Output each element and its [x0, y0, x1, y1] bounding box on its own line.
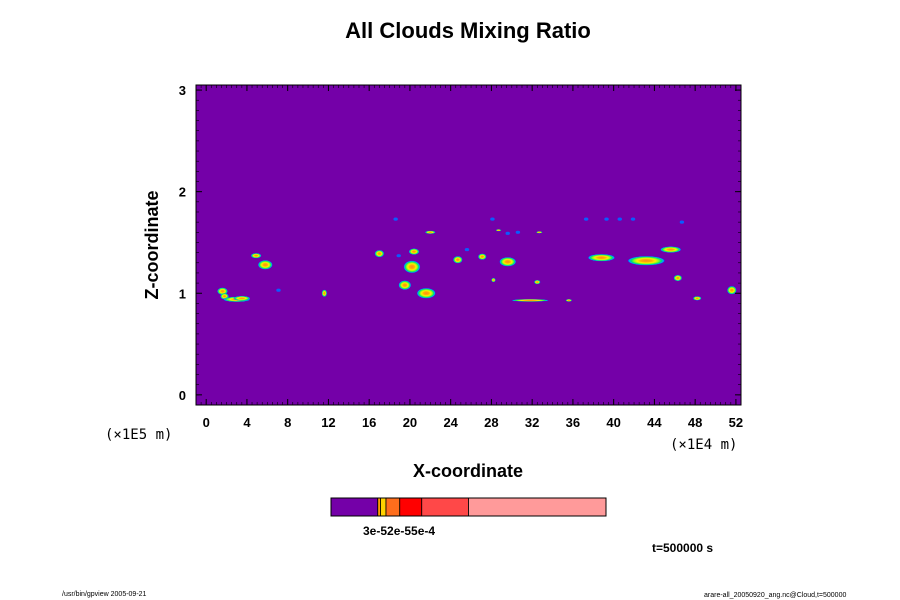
- cloud-patch: [693, 296, 702, 301]
- x-axis-label: X-coordinate: [413, 461, 523, 481]
- x-tick-label: 32: [525, 415, 539, 430]
- colorbar-segment: [377, 497, 381, 517]
- cloud-patch: [660, 246, 681, 253]
- cloud-patch: [258, 260, 273, 270]
- colorbar-segment: [385, 497, 401, 517]
- x-tick-label: 52: [729, 415, 743, 430]
- colorbar-tick-label: 3e-52e-55e-4: [363, 524, 435, 538]
- y-tick-label: 3: [179, 83, 186, 98]
- x-unit-label: (×1E4 m): [670, 437, 737, 453]
- colorbar-frame: [330, 497, 607, 517]
- y-tick-label: 0: [179, 388, 186, 403]
- cloud-patch: [536, 231, 543, 234]
- cloud-patch: [588, 254, 615, 262]
- x-axis: 0 4 8 12 16 20 24 28 32 36 40 44 48 52: [195, 85, 743, 430]
- cloud-patch: [251, 253, 262, 259]
- cloud-patch: [478, 253, 487, 260]
- colorbar: [330, 497, 607, 517]
- cloud-speck: [464, 247, 470, 252]
- colorbar-segment: [421, 497, 469, 517]
- cloud-patch: [673, 274, 682, 282]
- cloud-speck: [393, 217, 398, 221]
- x-tick-label: 4: [243, 415, 251, 430]
- cloud-patch: [408, 248, 420, 255]
- cloud-patch: [565, 299, 572, 302]
- x-tick-label: 12: [321, 415, 335, 430]
- cloud-speck: [505, 231, 510, 235]
- x-tick-label: 20: [403, 415, 417, 430]
- cloud-speck: [490, 217, 495, 221]
- colorbar-segment: [380, 497, 387, 517]
- cloud-speck: [396, 254, 401, 258]
- x-tick-label: 40: [606, 415, 620, 430]
- cloud-field: [217, 217, 737, 302]
- colorbar-segment: [399, 497, 423, 517]
- cloud-patch: [425, 230, 436, 234]
- cloud-patch: [398, 280, 411, 290]
- cloud-speck: [679, 220, 685, 224]
- x-tick-label: 44: [647, 415, 662, 430]
- cloud-patch: [321, 289, 327, 297]
- cloud-speck: [515, 230, 521, 234]
- cloud-patch: [403, 260, 421, 273]
- x-tick-label: 8: [284, 415, 291, 430]
- colorbar-segment: [468, 497, 607, 517]
- colorbar-segment: [330, 497, 379, 517]
- cloud-patch: [727, 286, 737, 295]
- y-tick-label: 2: [179, 185, 186, 200]
- x-tick-label: 0: [203, 415, 210, 430]
- time-label: t=500000 s: [652, 541, 713, 555]
- chart-title: All Clouds Mixing Ratio: [345, 18, 591, 43]
- plot-area: [195, 84, 742, 406]
- y-axis-label: Z-coordinate: [142, 190, 162, 299]
- y-unit-label: (×1E5 m): [105, 427, 172, 443]
- x-tick-label: 24: [443, 415, 458, 430]
- x-tick-label: 16: [362, 415, 376, 430]
- x-tick-label: 28: [484, 415, 498, 430]
- y-axis: 0 1 2 3: [179, 83, 741, 403]
- cloud-patch: [453, 256, 463, 264]
- cloud-patch: [627, 256, 665, 266]
- cloud-patch: [217, 287, 228, 295]
- cloud-patch: [511, 299, 549, 302]
- cloud-patch: [233, 296, 250, 301]
- cloud-speck: [617, 217, 622, 221]
- cloud-patch: [374, 250, 384, 258]
- footer-left: /usr/bin/gpview 2005-09-21: [62, 591, 147, 598]
- cloud-speck: [583, 217, 589, 221]
- x-tick-label: 36: [566, 415, 580, 430]
- cloud-patch: [491, 278, 496, 283]
- y-tick-label: 1: [179, 286, 186, 301]
- cloud-speck: [604, 217, 609, 221]
- cloud-speck: [276, 288, 281, 292]
- cloud-patch: [496, 229, 502, 232]
- footer-right: arare-all_20050920_ang.nc@Cloud,t=500000: [704, 592, 846, 599]
- cloud-patch: [499, 257, 516, 267]
- cloud-speck: [630, 217, 636, 221]
- cloud-patch: [417, 288, 436, 299]
- plot-frame: [195, 84, 742, 406]
- x-tick-label: 48: [688, 415, 702, 430]
- cloud-patch: [534, 280, 541, 285]
